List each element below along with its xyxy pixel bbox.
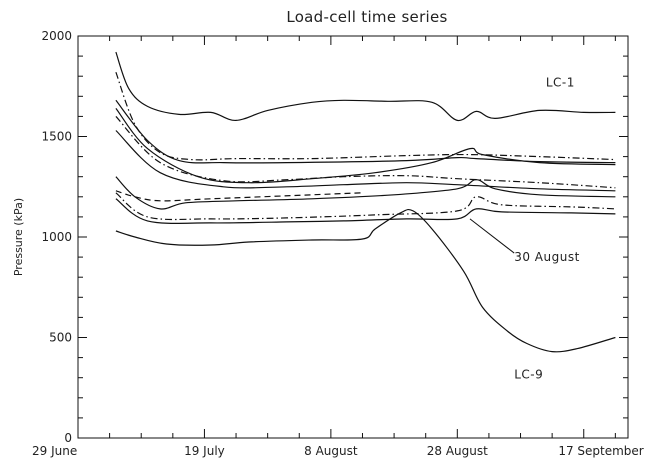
plot-frame — [77, 35, 629, 439]
y-tick-label: 0 — [64, 431, 72, 445]
chart-title: Load-cell time series — [286, 8, 447, 26]
axes: 0 500 1000 1500 2000 29 June 19 July 8 August 28… — [32, 29, 644, 458]
annotation-label: LC-1 — [546, 75, 575, 89]
series-line-1 — [115, 51, 616, 122]
series-line-11 — [115, 208, 616, 353]
x-tick-label: 17 September — [558, 444, 643, 458]
y-tick-label: 1000 — [41, 230, 72, 244]
y-tick-label: 500 — [49, 331, 72, 345]
annotation-label: 30 August — [514, 250, 580, 264]
series-line-4 — [115, 108, 616, 184]
series-line-8 — [115, 192, 616, 221]
x-tick-label: 19 July — [184, 444, 225, 458]
annotations: LC-1 30 August LC-9 — [469, 75, 580, 382]
series-line-3 — [115, 99, 616, 164]
x-tick-label: 29 June — [32, 444, 77, 458]
series-line-2 — [115, 71, 616, 161]
annotation-label: LC-9 — [514, 368, 543, 382]
series-line-6 — [115, 130, 616, 192]
series-line-7 — [115, 176, 616, 210]
y-tick-label: 1500 — [41, 130, 72, 144]
series-line-10 — [115, 190, 363, 202]
annotation-pointer — [469, 218, 515, 254]
series-layer — [115, 51, 616, 353]
series-line-5 — [115, 115, 616, 189]
y-tick-label: 2000 — [41, 29, 72, 43]
series-line-9 — [115, 198, 616, 224]
x-tick-label: 28 August — [427, 444, 488, 458]
x-tick-label: 8 August — [304, 444, 358, 458]
y-axis-label: Pressure (kPa) — [12, 198, 25, 276]
